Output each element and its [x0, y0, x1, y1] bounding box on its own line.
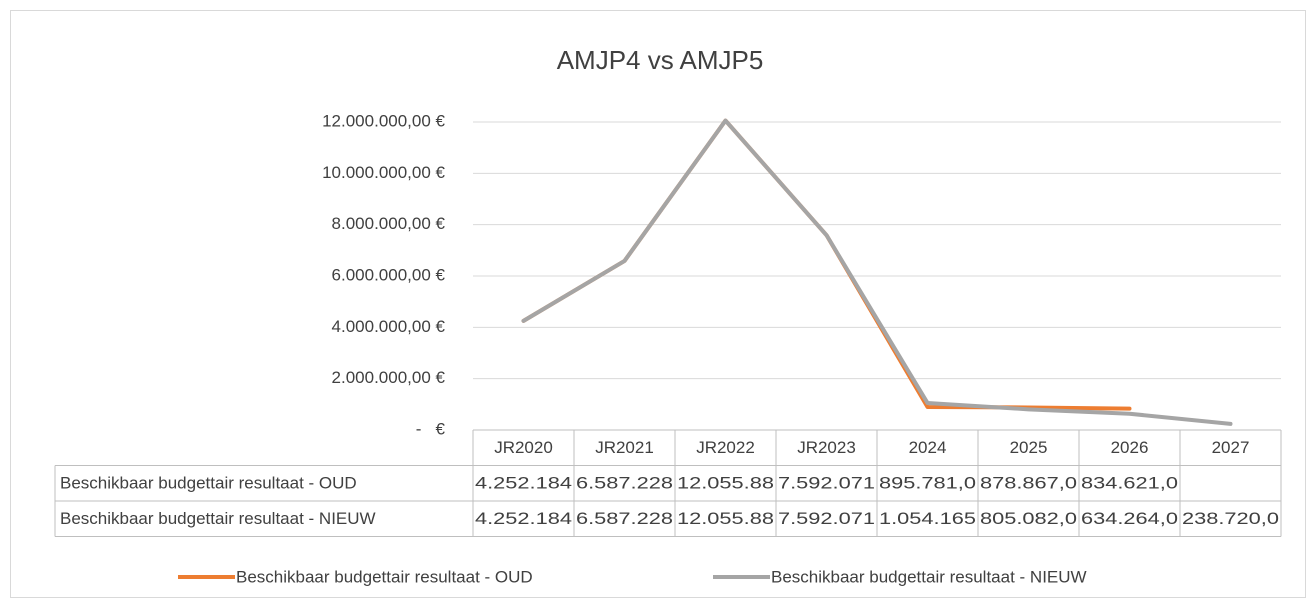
y-tick-label: 10.000.000,00 €	[322, 163, 445, 182]
table-value: 805.082,0	[980, 509, 1077, 528]
table-value: 634.264,0	[1081, 509, 1178, 528]
table-value: 4.252.184	[475, 509, 572, 528]
table-value: 878.867,0	[980, 474, 1077, 493]
y-tick-label: - €	[416, 419, 446, 438]
table-row-label: Beschikbaar budgettair resultaat - NIEUW	[60, 509, 376, 528]
x-tick-label: JR2022	[696, 438, 755, 457]
table-value: 895.781,0	[879, 474, 976, 493]
legend-label: Beschikbaar budgettair resultaat - OUD	[236, 567, 533, 586]
x-tick-label: JR2023	[797, 438, 856, 457]
legend-label: Beschikbaar budgettair resultaat - NIEUW	[771, 567, 1087, 586]
table-value: 4.252.184	[475, 474, 572, 493]
table-row-label: Beschikbaar budgettair resultaat - OUD	[60, 474, 357, 493]
table-value: 6.587.228	[576, 474, 673, 493]
table-value: 7.592.071	[778, 474, 875, 493]
chart-title: AMJP4 vs AMJP5	[557, 45, 764, 75]
table-value: 6.587.228	[576, 509, 673, 528]
chart-border	[10, 10, 1306, 598]
x-tick-label: 2025	[1010, 438, 1048, 457]
x-tick-label: 2024	[909, 438, 947, 457]
x-tick-label: JR2021	[595, 438, 654, 457]
table-value: 1.054.165	[879, 509, 976, 528]
table-value: 834.621,0	[1081, 474, 1178, 493]
x-tick-label: 2026	[1111, 438, 1149, 457]
y-tick-label: 2.000.000,00 €	[332, 368, 446, 387]
y-tick-label: 12.000.000,00 €	[322, 111, 445, 130]
x-tick-label: 2027	[1212, 438, 1250, 457]
y-tick-label: 4.000.000,00 €	[332, 317, 446, 336]
x-tick-label: JR2020	[494, 438, 553, 457]
y-tick-label: 6.000.000,00 €	[332, 265, 446, 284]
series-line	[521, 118, 1233, 426]
table-value: 238.720,0	[1182, 509, 1279, 528]
table-value: 12.055.88	[677, 474, 774, 493]
table-value: 12.055.88	[677, 509, 774, 528]
y-tick-label: 8.000.000,00 €	[332, 214, 446, 233]
table-value: 7.592.071	[778, 509, 875, 528]
